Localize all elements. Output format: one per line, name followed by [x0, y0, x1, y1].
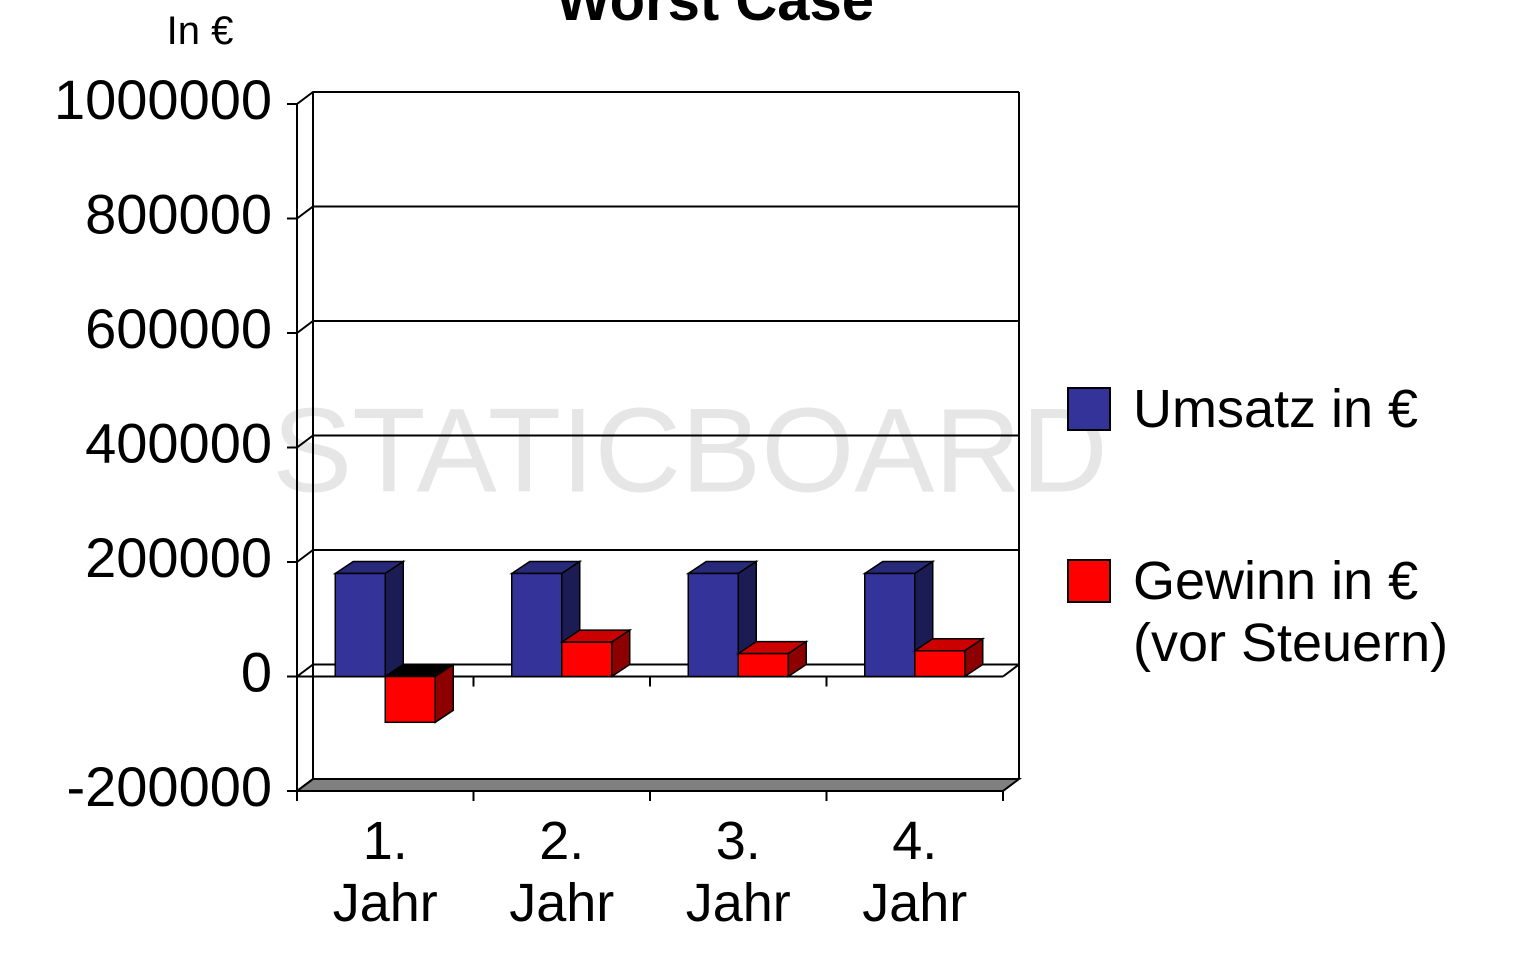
bar-front	[915, 651, 965, 677]
bar	[562, 630, 630, 676]
bar-front	[865, 573, 915, 676]
watermark: STATICBOARD	[272, 384, 1108, 518]
y-tick-label: -200000	[66, 755, 272, 818]
grid-line	[297, 550, 1019, 562]
x-tick-label: 4. Jahr	[835, 810, 995, 934]
x-tick-label: 1. Jahr	[305, 810, 465, 934]
bar-side	[385, 561, 403, 676]
legend-label: Gewinn in € (vor Steuern)	[1133, 550, 1523, 674]
bar	[915, 639, 983, 677]
y-tick-label: 800000	[85, 182, 272, 245]
y-tick-label: 400000	[85, 411, 272, 474]
y-tick-label: 0	[241, 640, 272, 703]
bar-front	[738, 654, 788, 677]
zero-edge	[1003, 665, 1019, 677]
y-tick-label: 600000	[85, 297, 272, 360]
legend-label: Umsatz in €	[1133, 378, 1523, 440]
bar	[738, 642, 806, 677]
y-tick-label: 200000	[85, 526, 272, 589]
bar-front	[512, 573, 562, 676]
bar-front	[562, 642, 612, 676]
grid-line	[297, 321, 1019, 333]
legend-swatch	[1068, 388, 1110, 430]
bar-front	[688, 573, 738, 676]
bar	[335, 561, 403, 676]
bar-front	[385, 677, 435, 723]
bar-front	[335, 573, 385, 676]
grid-line	[297, 92, 1019, 104]
x-tick-label: 2. Jahr	[482, 810, 642, 934]
page: STATICBOARD Worst Case In € -200000 0 2000…	[0, 0, 1533, 972]
legend-swatch	[1068, 560, 1110, 602]
y-tick-label: 1000000	[54, 68, 272, 131]
y-axis-label: In €	[167, 9, 234, 53]
grid-line	[297, 207, 1019, 219]
chart-title: Worst Case	[556, 0, 874, 33]
floor	[297, 779, 1019, 791]
x-tick-label: 3. Jahr	[658, 810, 818, 934]
bar	[385, 665, 453, 723]
